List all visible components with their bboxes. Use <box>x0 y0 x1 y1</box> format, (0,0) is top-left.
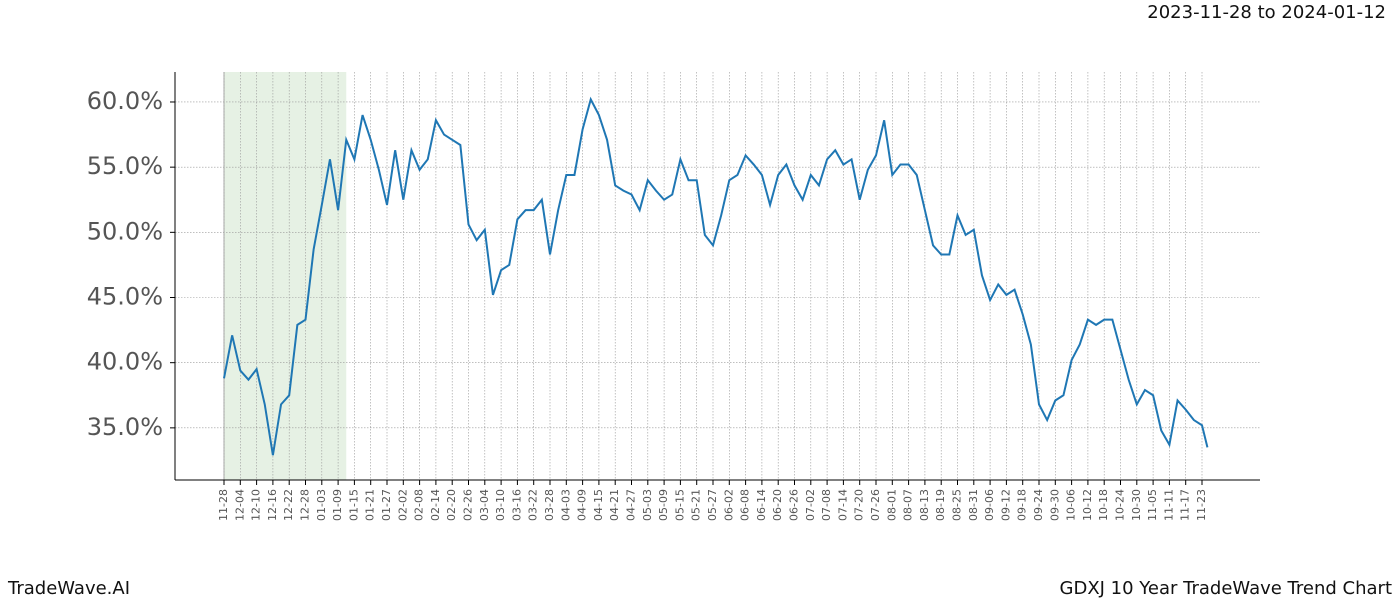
x-tick-label: 04-03 <box>559 489 572 521</box>
x-tick-label: 01-03 <box>315 489 328 521</box>
date-range: 2023-11-28 to 2024-01-12 <box>1147 2 1386 23</box>
x-tick-label: 05-21 <box>690 489 703 521</box>
x-tick-label: 07-20 <box>853 489 866 521</box>
x-tick-label: 11-05 <box>1146 489 1159 521</box>
x-tick-label: 04-09 <box>576 489 589 521</box>
y-tick-label: 60.0% <box>87 87 163 115</box>
x-tick-label: 08-31 <box>967 489 980 521</box>
x-tick-label: 01-21 <box>364 489 377 521</box>
chart-title: GDXJ 10 Year TradeWave Trend Chart <box>1060 578 1392 599</box>
trend-line <box>223 96 1209 456</box>
x-tick-label: 03-10 <box>494 489 507 521</box>
x-tick-label: 10-06 <box>1065 489 1078 521</box>
x-tick-label: 01-09 <box>331 489 344 521</box>
x-tick-label: 12-16 <box>266 489 279 521</box>
x-tick-label: 06-26 <box>788 489 801 521</box>
x-tick-label: 10-30 <box>1130 489 1143 521</box>
x-tick-label: 03-22 <box>527 489 540 521</box>
y-tick-label: 35.0% <box>87 413 163 441</box>
x-tick-label: 11-23 <box>1195 489 1208 521</box>
x-tick-label: 11-11 <box>1162 489 1175 521</box>
x-tick-label: 03-16 <box>510 489 523 521</box>
x-tick-label: 09-12 <box>999 489 1012 521</box>
x-tick-label: 04-27 <box>625 489 638 521</box>
x-tick-label: 02-26 <box>462 489 475 521</box>
x-tick-label: 12-04 <box>233 489 246 521</box>
x-tick-label: 09-06 <box>983 489 996 521</box>
x-tick-label: 10-24 <box>1114 489 1127 521</box>
x-tick-label: 02-14 <box>429 489 442 521</box>
x-tick-label: 03-04 <box>478 489 491 521</box>
brand: TradeWave.AI <box>7 578 130 599</box>
x-tick-label: 10-18 <box>1097 489 1110 521</box>
x-tick-label: 12-10 <box>250 489 263 521</box>
x-tick-label: 07-26 <box>869 489 882 521</box>
x-tick-label: 09-24 <box>1032 489 1045 521</box>
x-tick-label: 04-15 <box>592 489 605 521</box>
x-tick-label: 02-20 <box>445 489 458 521</box>
x-tick-label: 06-20 <box>771 489 784 521</box>
x-tick-label: 09-30 <box>1048 489 1061 521</box>
x-tick-label: 05-27 <box>706 489 719 521</box>
x-tick-label: 07-14 <box>836 489 849 521</box>
x-tick-label: 09-18 <box>1016 489 1029 521</box>
x-tick-label: 03-28 <box>543 489 556 521</box>
x-tick-label: 05-03 <box>641 489 654 521</box>
x-tick-label: 08-01 <box>885 489 898 521</box>
x-tick-label: 06-08 <box>739 489 752 521</box>
x-tick-label: 12-22 <box>282 489 295 521</box>
y-tick-label: 40.0% <box>87 348 163 376</box>
x-tick-label: 12-28 <box>299 489 312 521</box>
x-tick-label: 07-02 <box>804 489 817 521</box>
x-tick-label: 11-17 <box>1179 489 1192 521</box>
y-tick-label: 50.0% <box>87 217 163 245</box>
x-tick-label: 06-02 <box>722 489 735 521</box>
x-tick-label: 02-02 <box>396 489 409 521</box>
x-tick-label: 11-28 <box>217 489 230 521</box>
x-tick-label: 08-19 <box>934 489 947 521</box>
x-tick-label: 10-12 <box>1081 489 1094 521</box>
y-tick-label: 55.0% <box>87 152 163 180</box>
x-tick-label: 07-08 <box>820 489 833 521</box>
x-tick-label: 04-21 <box>608 489 621 521</box>
x-tick-label: 01-27 <box>380 489 393 521</box>
x-tick-label: 08-07 <box>902 489 915 521</box>
y-tick-label: 45.0% <box>87 283 163 311</box>
highlight-band <box>224 72 347 480</box>
x-tick-label: 02-08 <box>413 489 426 521</box>
x-tick-label: 06-14 <box>755 489 768 521</box>
x-tick-label: 08-13 <box>918 489 931 521</box>
x-tick-label: 05-15 <box>673 489 686 521</box>
x-tick-label: 05-09 <box>657 489 670 521</box>
x-tick-label: 01-15 <box>347 489 360 521</box>
x-tick-label: 08-25 <box>951 489 964 521</box>
